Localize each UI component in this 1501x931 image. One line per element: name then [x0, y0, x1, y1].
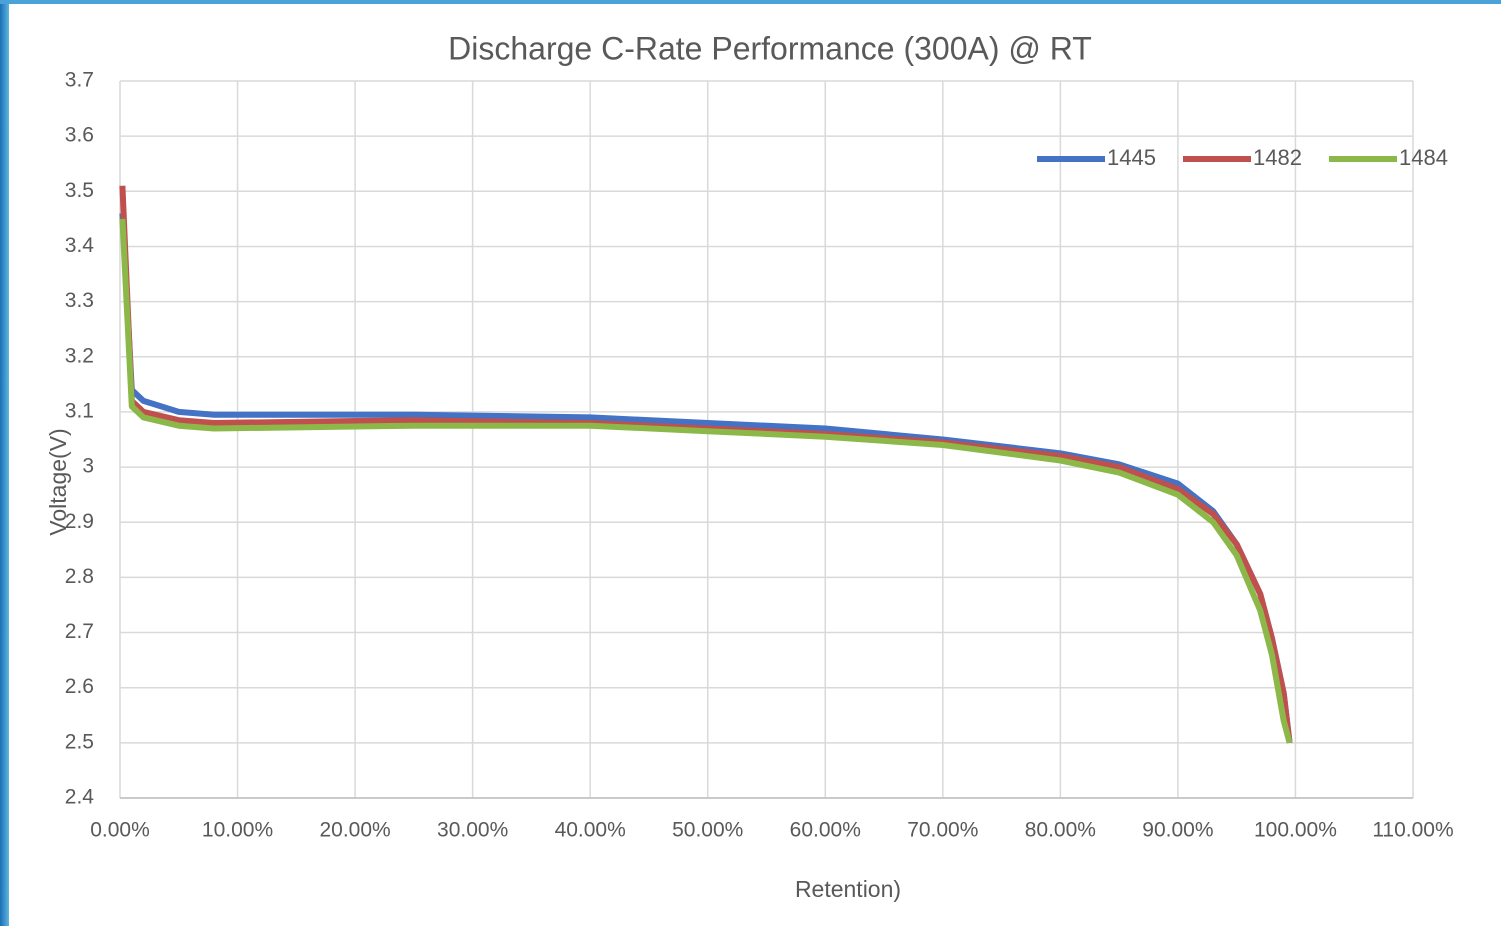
y-tick-label: 3.4 — [65, 234, 95, 257]
x-tick-label: 60.00% — [790, 819, 861, 842]
x-tick-label: 50.00% — [672, 819, 743, 842]
y-tick-label: 2.4 — [65, 786, 95, 809]
y-tick-label: 3.5 — [65, 179, 94, 202]
data-line — [119, 213, 1293, 744]
y-tick-label: 2.7 — [65, 620, 94, 643]
legend-label: 1482 — [1253, 145, 1302, 170]
x-axis-label: Retention) — [795, 876, 901, 902]
y-tick-label: 3.2 — [65, 344, 94, 367]
y-axis-label: Voltage(V) — [45, 428, 71, 535]
lines — [119, 185, 1293, 744]
y-tick-label: 2.5 — [65, 730, 94, 753]
y-tick-label: 3 — [82, 455, 94, 478]
x-tick-label: 70.00% — [907, 819, 978, 842]
y-tick-label: 2.9 — [65, 510, 94, 533]
y-tick-label: 3.1 — [65, 399, 94, 422]
y-tick-label: 3.3 — [65, 289, 94, 312]
x-tick-label: 20.00% — [319, 819, 390, 842]
data-line — [119, 185, 1293, 744]
x-tick-label: 90.00% — [1142, 819, 1213, 842]
data-line — [119, 218, 1293, 744]
x-tick-label: 30.00% — [437, 819, 508, 842]
x-tick-label: 110.00% — [1372, 819, 1453, 842]
legend-label: 1445 — [1107, 145, 1156, 170]
y-tick-label: 2.8 — [65, 565, 94, 588]
grid — [119, 80, 1414, 799]
x-tick-label: 40.00% — [555, 819, 626, 842]
left-border — [0, 0, 9, 926]
legend-label: 1484 — [1399, 145, 1448, 170]
x-tick-label: 100.00% — [1254, 819, 1337, 842]
y-tick-label: 3.7 — [65, 69, 94, 92]
x-tick-label: 80.00% — [1025, 819, 1096, 842]
top-border — [0, 0, 1501, 4]
chart-title: Discharge C-Rate Performance (300A) @ RT — [448, 30, 1092, 66]
x-tick-label: 0.00% — [90, 819, 150, 842]
y-tick-label: 2.6 — [65, 675, 94, 698]
x-tick-label: 10.00% — [202, 819, 273, 842]
y-tick-label: 3.6 — [65, 124, 94, 147]
